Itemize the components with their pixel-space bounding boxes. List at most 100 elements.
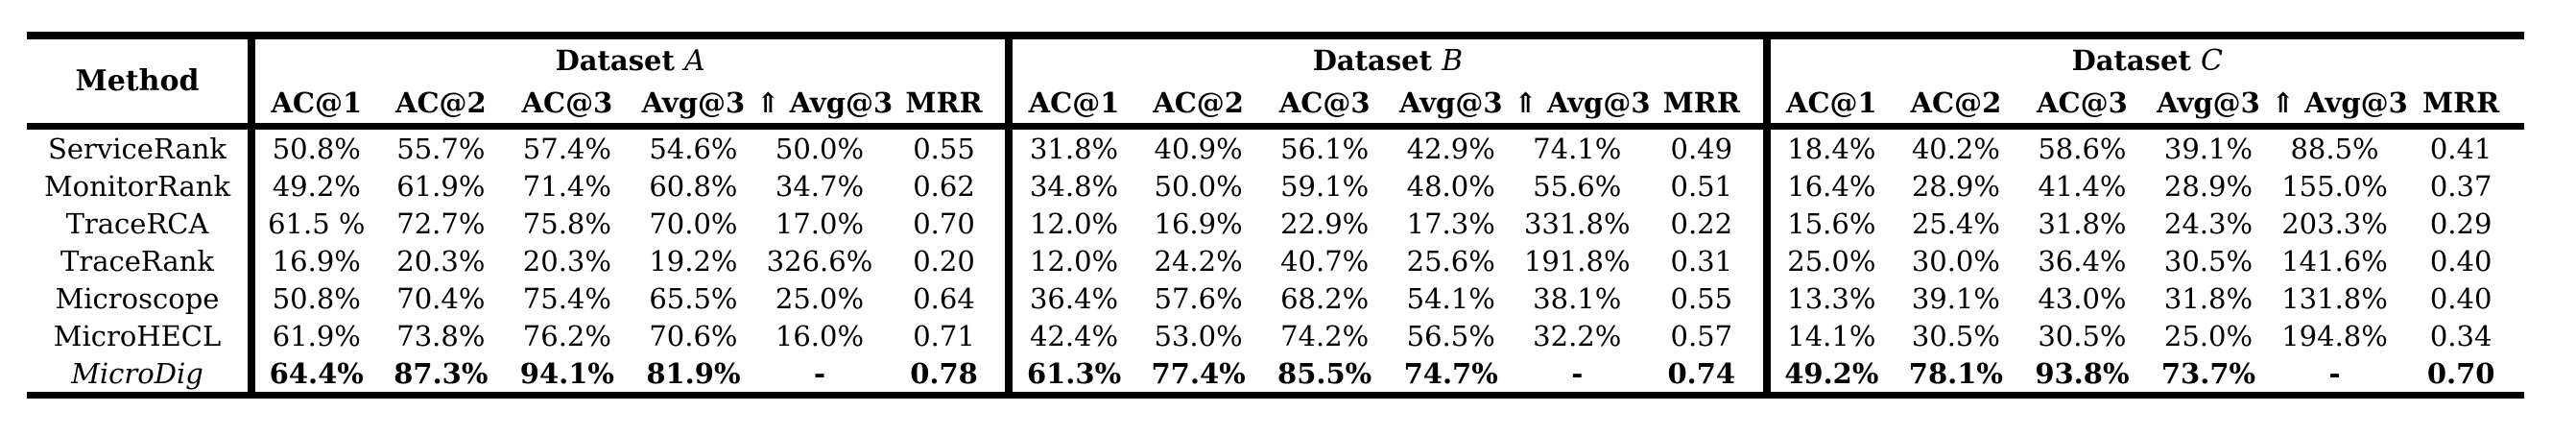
metric-cell: 49.2% [1762,354,1894,396]
metric-cell: 73.7% [2160,356,2256,390]
table-row: Microscope 50.8% 70.4% 75.4% 65.5% 25.0% 0.64 3… [27,279,2524,317]
metric-cell: 141.6% [2281,244,2388,278]
metric-cell: 42.4% [1005,317,1135,354]
metric-cell: 57.6% [1154,281,1243,315]
metric-cell: 68.2% [1280,281,1370,315]
metric-cell: 48.0% [1406,169,1495,203]
metric-cell: 75.4% [522,281,611,315]
column-header: AC@3 [2018,83,2146,130]
column-header: AC@3 [504,83,631,130]
metric-cell: 60.8% [649,169,738,203]
column-header: AC@1 [248,83,378,130]
group-header-dataset-c: Dataset C [1762,36,2524,83]
metric-cell: 38.1% [1533,281,1622,315]
metric-cell: 77.4% [1151,356,1246,390]
table-row: TraceRCA 61.5 % 72.7% 75.8% 70.0% 17.0% 0.70 12… [27,205,2524,242]
table-row: MonitorRank 49.2% 61.9% 71.4% 60.8% 34.7% 0.62… [27,167,2524,205]
method-name: ServiceRank [48,132,227,165]
metric-cell: 39.1% [2163,132,2254,165]
metric-cell: 17.3% [1406,206,1495,240]
metric-cell: 25.0% [2163,319,2254,352]
table-body: ServiceRank 50.8% 55.7% 57.4% 54.6% 50.0% 0.55… [27,126,2524,396]
metric-cell: 0.55 [1670,281,1733,315]
metric-cell: 32.2% [1533,319,1622,352]
metric-cell: 191.8% [1523,244,1631,278]
group-header-row: Method Dataset A Dataset B Dataset C [27,36,2524,130]
column-header: AC@2 [377,83,505,130]
metric-cell: - [1571,356,1584,390]
metric-cell: 0.70 [913,206,975,240]
metric-cell: 0.37 [2429,169,2493,203]
table-row: MicroHECL 61.9% 73.8% 76.2% 70.6% 16.0% 0.71 42… [27,317,2524,354]
column-header: Avg@3 [1387,83,1515,130]
column-header: MRR [2397,83,2524,130]
metric-cell: 14.1% [1762,317,1894,354]
metric-cell: 326.6% [766,244,873,278]
metric-cell: 0.71 [913,319,975,352]
metric-cell: 87.3% [394,356,489,390]
metric-cell: 0.55 [913,132,975,165]
metric-cell: 50.8% [248,279,378,317]
group-header-dataset-b: Dataset B [1005,36,1767,83]
metric-cell: 0.57 [1670,319,1733,352]
metric-cell: - [813,356,825,390]
group-label: Dataset [2071,44,2191,77]
column-header: AC@2 [1134,83,1262,130]
table-row: ServiceRank 50.8% 55.7% 57.4% 54.6% 50.0% 0.55… [27,126,2524,167]
column-header: ⇑ Avg@3 [756,83,893,130]
metric-cell: 0.20 [913,244,975,278]
metric-cell: 0.41 [2429,132,2493,165]
table-row: TraceRank 16.9% 20.3% 20.3% 19.2% 326.6% 0.20 1… [27,242,2524,279]
column-header: AC@2 [1893,83,2019,130]
metric-cell: 0.31 [1670,244,1733,278]
metric-cell: 30.5% [2163,244,2254,278]
metric-cell: 75.8% [522,206,611,240]
metric-cell: 39.1% [1911,281,2000,315]
metric-cell: 0.64 [913,281,975,315]
method-name: Microscope [55,281,220,315]
results-table-container: Method Dataset A Dataset B Dataset C AC@… [27,32,2524,399]
metric-cell: 0.49 [1670,132,1733,165]
group-header-dataset-a: Dataset A [247,36,1010,83]
metric-cell: 40.2% [1911,132,2000,165]
metric-cell: 15.6% [1762,205,1894,242]
metric-cell: 42.9% [1406,132,1495,165]
metric-cell: 31.8% [1005,126,1135,167]
column-header: AC@1 [1762,83,1894,130]
metric-cell: 54.1% [1406,281,1495,315]
metric-cell: 56.1% [1280,132,1370,165]
metric-cell: 0.34 [2429,319,2493,352]
metric-cell: 20.3% [396,244,486,278]
column-header-row: AC@1 AC@2 AC@3 Avg@3 ⇑ Avg@3 MRR AC@1 AC… [27,83,2524,130]
metric-cell: 0.62 [913,169,975,203]
metric-cell: 74.2% [1280,319,1370,352]
metric-cell: 203.3% [2281,206,2388,240]
metric-cell: 20.3% [522,244,611,278]
group-label: Dataset [1312,44,1432,77]
column-header: AC@3 [1261,83,1388,130]
metric-cell: 64.4% [248,354,378,396]
metric-cell: 85.5% [1277,356,1372,390]
metric-cell: 56.5% [1406,319,1495,352]
metric-cell: 13.3% [1762,279,1894,317]
method-column-header: Method [27,36,251,130]
metric-cell: 18.4% [1762,126,1894,167]
metric-cell: 50.0% [1154,169,1243,203]
metric-cell: 0.40 [2429,281,2493,315]
dataset-letter: B [1442,44,1464,78]
metric-cell: 331.8% [1523,206,1631,240]
metric-cell: 93.8% [2035,356,2130,390]
metric-cell: 76.2% [522,319,611,352]
metric-cell: 40.7% [1280,244,1370,278]
metric-cell: 61.3% [1005,354,1135,396]
metric-cell: 73.8% [396,319,486,352]
metric-cell: 41.4% [2038,169,2127,203]
metric-cell: 31.8% [2163,281,2254,315]
metric-cell: 50.0% [775,132,865,165]
column-header: MRR [882,83,1010,130]
metric-cell: 61.9% [396,169,486,203]
metric-cell: 25.4% [1911,206,2000,240]
metric-cell: 25.0% [1762,242,1894,279]
metric-cell: 59.1% [1280,169,1370,203]
results-table: Method Dataset A Dataset B Dataset C AC@… [27,32,2524,399]
